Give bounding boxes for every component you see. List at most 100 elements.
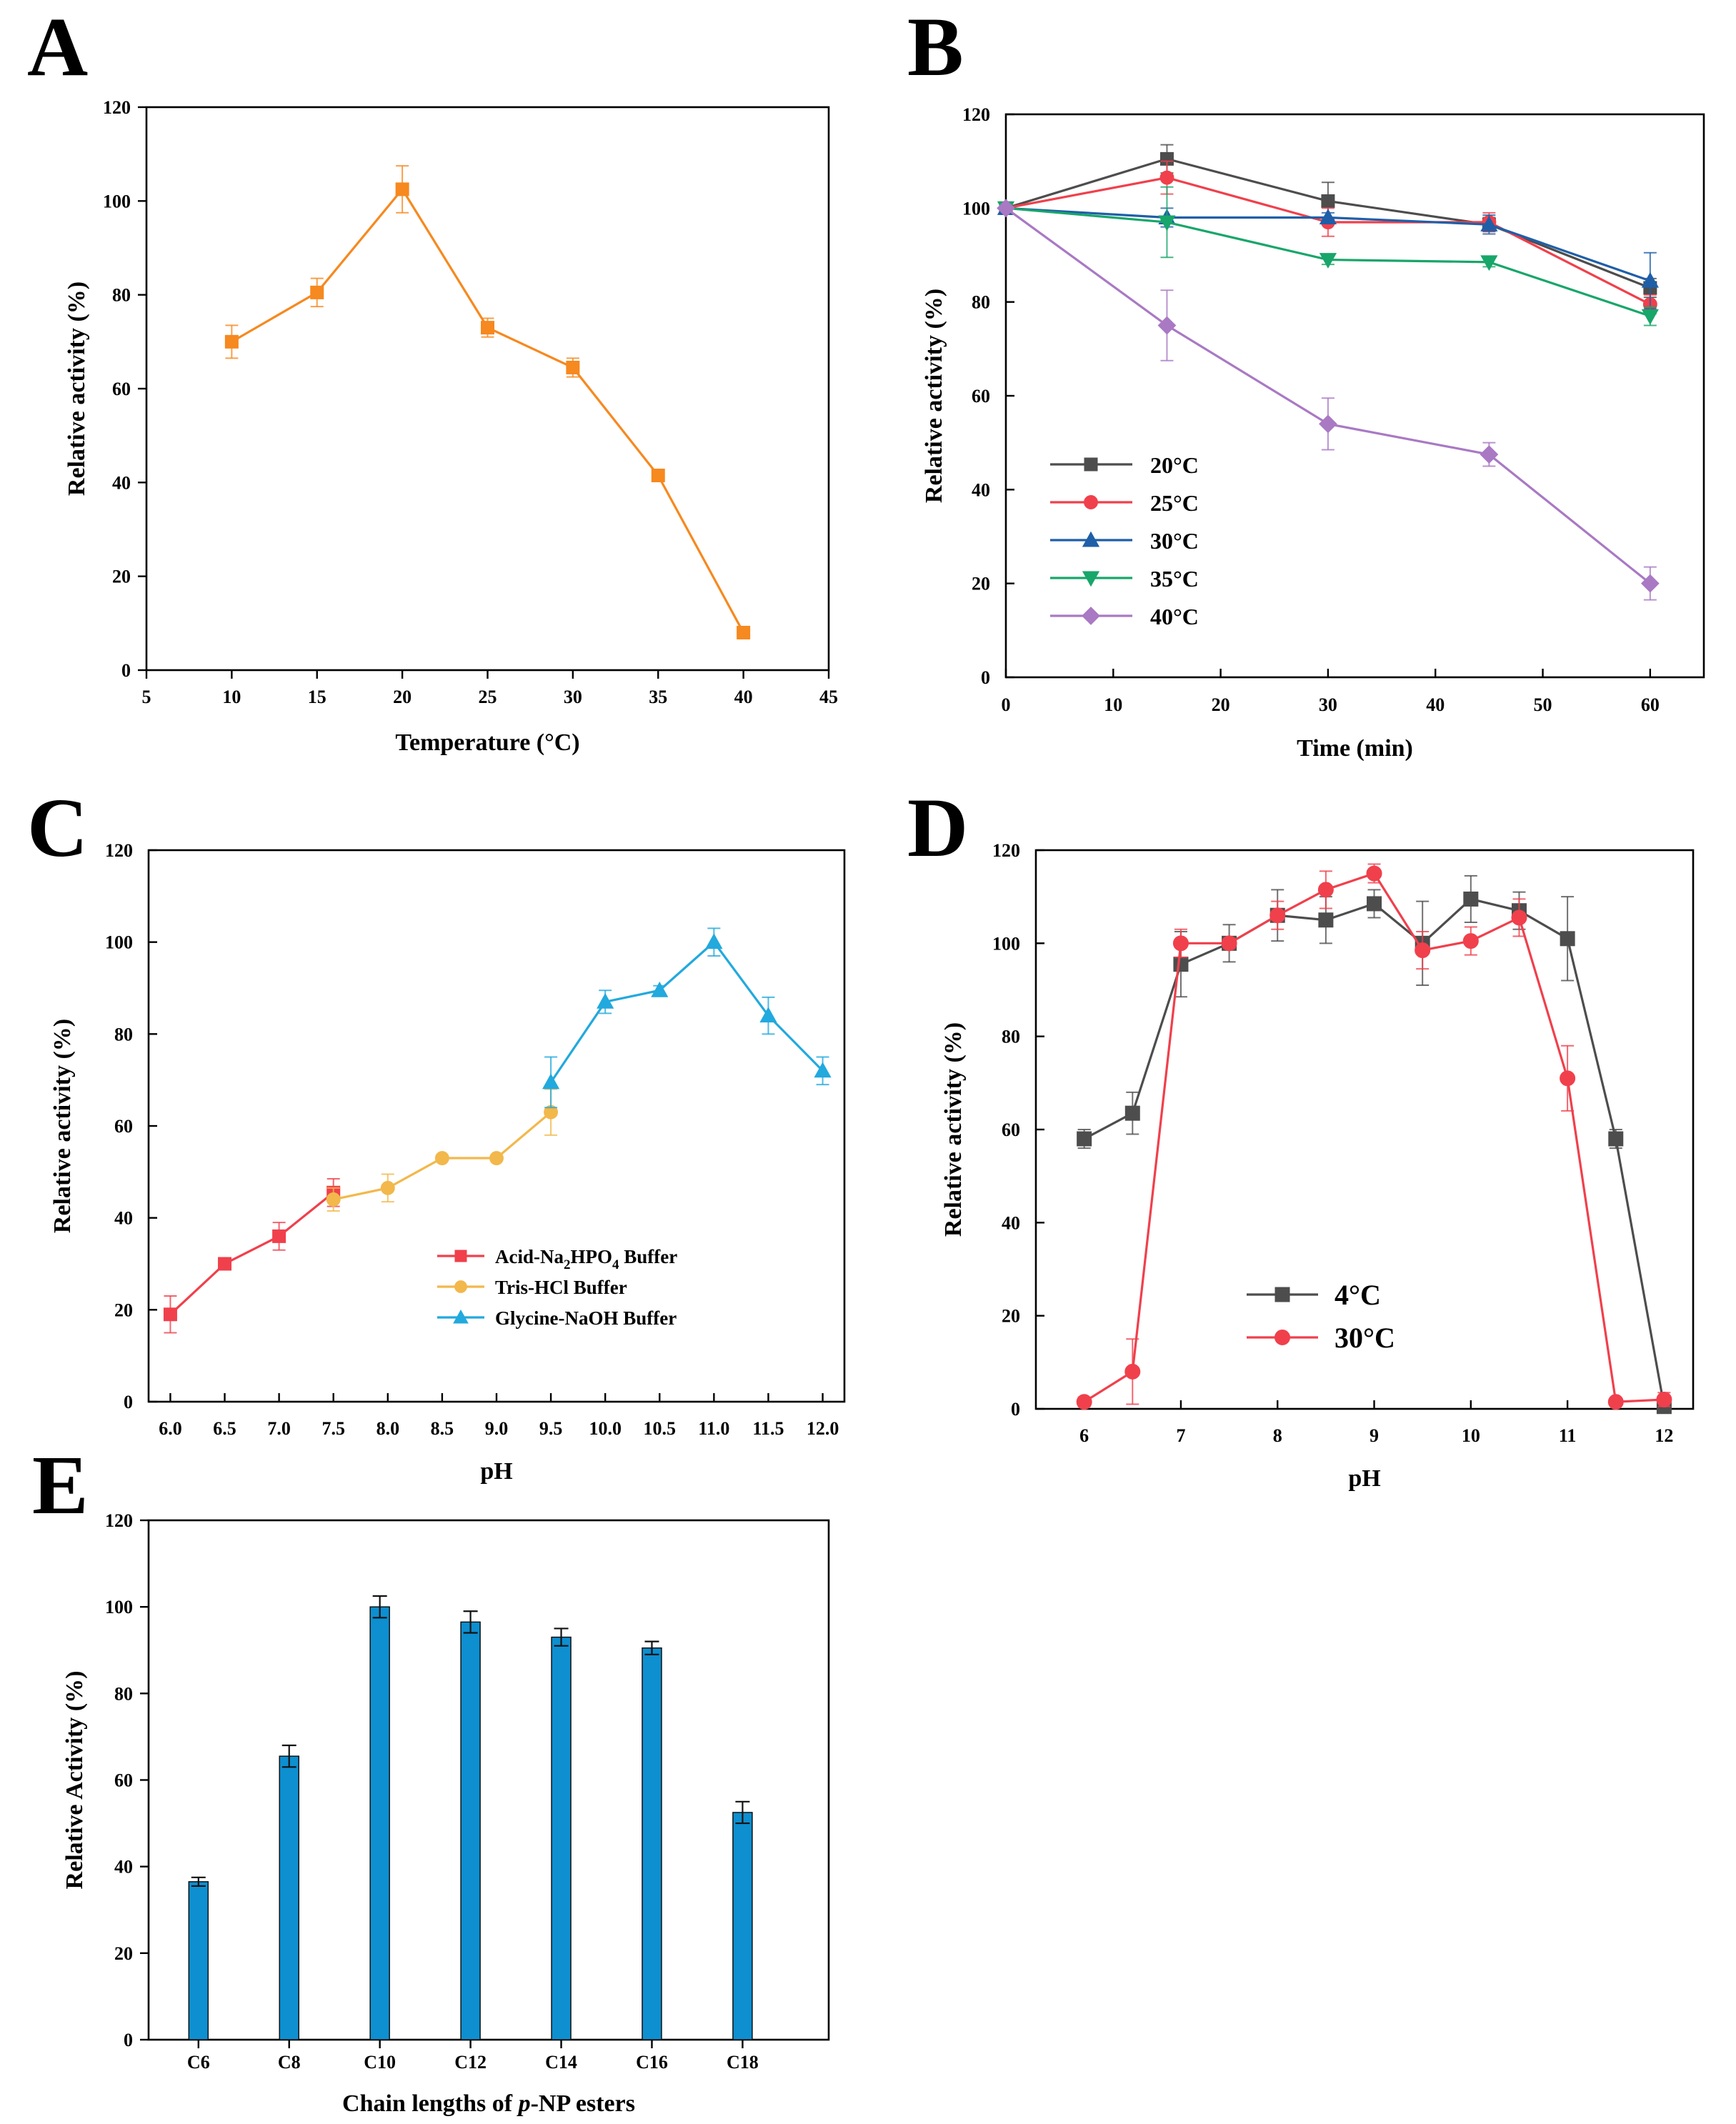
data-point bbox=[1367, 896, 1382, 912]
x-tick-label: 8.5 bbox=[431, 1418, 454, 1439]
y-tick-label: 80 bbox=[112, 285, 131, 306]
x-axis-title: Temperature (°C) bbox=[395, 729, 579, 756]
x-tick-label: 8 bbox=[1273, 1425, 1282, 1446]
y-tick-label: 40 bbox=[972, 479, 990, 500]
panel-letter: A bbox=[27, 0, 88, 94]
data-point bbox=[489, 1151, 504, 1165]
data-point bbox=[1640, 574, 1660, 593]
panel-letter: D bbox=[907, 781, 968, 874]
y-tick-label: 60 bbox=[1002, 1120, 1020, 1140]
legend-label: 4°C bbox=[1335, 1279, 1381, 1311]
data-point bbox=[218, 1257, 232, 1271]
data-point bbox=[651, 468, 665, 482]
data-point bbox=[326, 1192, 341, 1207]
x-tick-label: 45 bbox=[819, 687, 838, 707]
data-point bbox=[542, 1073, 560, 1090]
bar bbox=[188, 1881, 209, 2040]
data-point bbox=[380, 1180, 395, 1195]
series-0 bbox=[163, 1177, 341, 1334]
y-tick-label: 60 bbox=[972, 386, 990, 407]
y-tick-label: 0 bbox=[121, 660, 131, 681]
data-point bbox=[737, 625, 751, 639]
data-point bbox=[1077, 1131, 1092, 1147]
x-tick-label: 35 bbox=[649, 687, 667, 707]
data-point bbox=[1221, 935, 1237, 952]
data-point bbox=[224, 334, 239, 349]
y-tick-label: 40 bbox=[114, 1857, 133, 1878]
y-tick-label: 80 bbox=[972, 292, 990, 313]
bar bbox=[732, 1812, 753, 2040]
x-tick-label: 40 bbox=[734, 687, 753, 707]
data-point bbox=[997, 199, 1015, 218]
data-point bbox=[1641, 271, 1659, 288]
legend-label-part: 2 bbox=[564, 1257, 571, 1272]
bar bbox=[460, 1621, 481, 2040]
x-tick-label: 50 bbox=[1534, 694, 1552, 715]
y-axis-title: Relative activity (%) bbox=[940, 1022, 967, 1237]
data-point bbox=[434, 1151, 449, 1165]
y-tick-label: 120 bbox=[992, 840, 1020, 861]
legend-label: Glycine-NaOH Buffer bbox=[495, 1307, 677, 1329]
panel-letter: C bbox=[27, 781, 88, 874]
x-tick-label: C18 bbox=[727, 2052, 759, 2073]
data-point bbox=[1366, 865, 1382, 882]
data-point bbox=[310, 285, 324, 299]
y-tick-label: 100 bbox=[105, 932, 133, 953]
y-tick-label: 100 bbox=[105, 1597, 133, 1617]
data-point bbox=[566, 360, 580, 374]
data-point bbox=[597, 993, 614, 1009]
data-point bbox=[1511, 909, 1527, 926]
x-axis-title: Chain lengths of p-NP esters bbox=[342, 2090, 635, 2117]
x-tick-label: 10.0 bbox=[589, 1418, 622, 1439]
data-point bbox=[814, 1062, 832, 1078]
legend-marker bbox=[1274, 1330, 1290, 1345]
data-point bbox=[1319, 253, 1337, 269]
y-tick-label: 40 bbox=[114, 1208, 133, 1229]
y-tick-label: 120 bbox=[103, 97, 131, 118]
y-axis-title: Relative activity (%) bbox=[64, 281, 90, 496]
y-tick-label: 120 bbox=[105, 840, 133, 861]
data-point bbox=[1124, 1363, 1141, 1380]
x-tick-label: 25 bbox=[479, 687, 497, 707]
legend-label: 30°C bbox=[1335, 1322, 1395, 1354]
legend-label: 25°C bbox=[1150, 490, 1199, 516]
data-point bbox=[163, 1307, 177, 1322]
y-tick-label: 120 bbox=[962, 104, 990, 125]
x-axis-title-part: Chain lengths of bbox=[342, 2090, 519, 2117]
x-axis-title-part: p bbox=[517, 2090, 531, 2117]
data-point bbox=[1462, 933, 1479, 949]
y-tick-label: 40 bbox=[1002, 1212, 1020, 1233]
series-2 bbox=[542, 927, 832, 1109]
x-tick-label: 6.5 bbox=[213, 1418, 236, 1439]
legend-label: Acid-Na2HPO4 Buffer bbox=[495, 1246, 677, 1272]
legend-label: 35°C bbox=[1150, 566, 1199, 592]
x-tick-label: 11 bbox=[1559, 1425, 1577, 1446]
x-tick-label: C12 bbox=[454, 2052, 487, 2073]
data-point bbox=[1480, 445, 1499, 464]
y-tick-label: 0 bbox=[124, 2030, 133, 2050]
y-tick-label: 60 bbox=[114, 1770, 133, 1791]
legend-marker bbox=[1084, 495, 1098, 509]
data-point bbox=[395, 182, 409, 196]
y-tick-label: 20 bbox=[112, 567, 131, 587]
data-point bbox=[1560, 1070, 1576, 1087]
x-tick-label: 10.5 bbox=[644, 1418, 677, 1439]
legend: 20°C 25°C 30°C 35°C 40°C bbox=[1050, 452, 1199, 629]
x-tick-label: 12 bbox=[1655, 1425, 1673, 1446]
y-tick-label: 100 bbox=[962, 198, 990, 219]
x-tick-label: C14 bbox=[545, 2052, 577, 2073]
x-tick-label: 7.5 bbox=[321, 1418, 345, 1439]
x-tick-label: 20 bbox=[393, 687, 411, 707]
data-point bbox=[759, 1007, 777, 1023]
x-tick-label: 30 bbox=[564, 687, 582, 707]
y-tick-label: 60 bbox=[114, 1116, 133, 1137]
x-tick-label: C10 bbox=[364, 2052, 396, 2073]
data-point bbox=[1269, 907, 1286, 924]
legend-marker bbox=[1274, 1287, 1290, 1302]
data-point bbox=[1480, 216, 1498, 231]
data-point bbox=[1560, 931, 1575, 947]
data-point bbox=[705, 933, 723, 949]
x-tick-label: 8.0 bbox=[376, 1418, 400, 1439]
x-tick-label: C6 bbox=[187, 2052, 210, 2073]
x-tick-label: C16 bbox=[636, 2052, 668, 2073]
